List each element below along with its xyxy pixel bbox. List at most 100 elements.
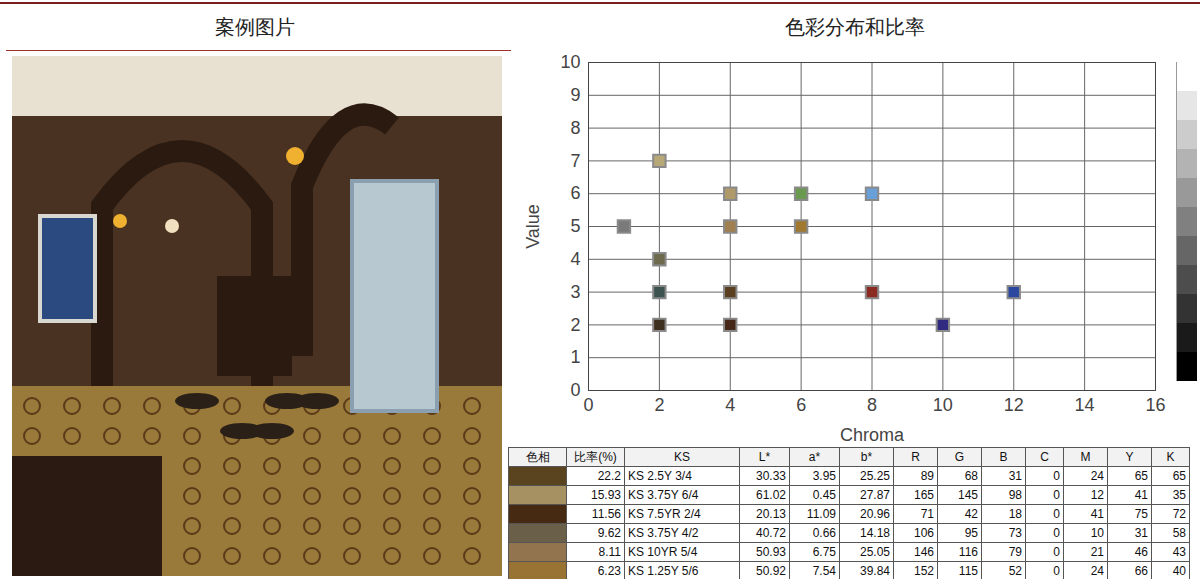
html-text:73: 73 — [1008, 526, 1022, 540]
svg-text:9: 9 — [570, 85, 580, 105]
html-text:41: 41 — [1090, 507, 1104, 521]
html-text:色相: 色相 — [525, 449, 550, 464]
html-text:KS 1.25Y 5/6: KS 1.25Y 5/6 — [628, 564, 699, 578]
svg-text:7: 7 — [570, 151, 580, 171]
html-text:66: 66 — [1134, 564, 1148, 578]
html-text:L*: L* — [758, 450, 771, 464]
html-text:21: 21 — [1090, 545, 1104, 559]
html-text:35: 35 — [1172, 488, 1186, 502]
html-text:24: 24 — [1090, 469, 1104, 483]
svg-text:10: 10 — [933, 395, 953, 415]
html-text:14.18: 14.18 — [860, 526, 890, 540]
html-text:比率(%): 比率(%) — [574, 449, 617, 464]
svg-text:5: 5 — [570, 216, 580, 236]
html-text:18: 18 — [1008, 507, 1022, 521]
svg-text:0: 0 — [583, 395, 593, 415]
html-text:58: 58 — [1172, 526, 1186, 540]
html-text:色彩分布和比率: 色彩分布和比率 — [785, 15, 925, 39]
html-text:115: 115 — [958, 564, 978, 578]
html-text:KS: KS — [674, 450, 690, 464]
html-text:B: B — [999, 450, 1008, 464]
svg-text:Chroma: Chroma — [840, 425, 905, 445]
html-text:50.93: 50.93 — [756, 545, 786, 559]
html-text:KS 7.5YR 2/4: KS 7.5YR 2/4 — [628, 507, 701, 521]
html-text:146: 146 — [914, 545, 934, 559]
html-text:M: M — [1080, 450, 1091, 464]
svg-text:1: 1 — [570, 347, 580, 367]
html-text:25.05: 25.05 — [860, 545, 890, 559]
svg-text:6: 6 — [796, 395, 806, 415]
html-text:15.93: 15.93 — [591, 488, 621, 502]
svg-text:16: 16 — [1145, 395, 1165, 415]
html-text:65: 65 — [1172, 469, 1186, 483]
svg-text:4: 4 — [725, 395, 735, 415]
svg-text:2: 2 — [570, 315, 580, 335]
html-text:11.56: 11.56 — [591, 507, 621, 521]
html-text:0.45: 0.45 — [812, 488, 836, 502]
html-text:20.13: 20.13 — [756, 507, 786, 521]
html-text:8.11: 8.11 — [598, 545, 621, 559]
html-text:79: 79 — [1008, 545, 1022, 559]
html-text:30.33: 30.33 — [756, 469, 786, 483]
html-text:案例图片: 案例图片 — [215, 15, 295, 39]
html-text:106: 106 — [914, 526, 934, 540]
html-text:52: 52 — [1008, 564, 1022, 578]
html-text:a*: a* — [808, 450, 821, 464]
html-text:116: 116 — [958, 545, 978, 559]
html-text:42: 42 — [964, 507, 978, 521]
svg-text:12: 12 — [1004, 395, 1024, 415]
html-text:165: 165 — [914, 488, 934, 502]
html-text:43: 43 — [1172, 545, 1186, 559]
html-text:75: 75 — [1134, 507, 1148, 521]
svg-text:8: 8 — [867, 395, 877, 415]
svg-text:3: 3 — [570, 282, 580, 302]
html-text:31: 31 — [1008, 469, 1022, 483]
html-text:12: 12 — [1090, 488, 1104, 502]
html-text:25.25: 25.25 — [860, 469, 890, 483]
html-text:50.92: 50.92 — [756, 564, 786, 578]
html-text:KS 3.75Y 4/2: KS 3.75Y 4/2 — [628, 526, 699, 540]
html-text:72: 72 — [1172, 507, 1186, 521]
html-text:6.23: 6.23 — [597, 564, 621, 578]
html-text:152: 152 — [914, 564, 934, 578]
html-text:11.09: 11.09 — [806, 507, 836, 521]
html-text:61.02: 61.02 — [756, 488, 786, 502]
html-text:65: 65 — [1134, 469, 1148, 483]
svg-text:14: 14 — [1075, 395, 1095, 415]
html-text:98: 98 — [1008, 488, 1022, 502]
svg-text:4: 4 — [570, 249, 580, 269]
html-text:89: 89 — [920, 469, 934, 483]
svg-text:2: 2 — [654, 395, 664, 415]
html-text:68: 68 — [964, 469, 978, 483]
html-text:7.54: 7.54 — [812, 564, 836, 578]
html-text:71: 71 — [920, 507, 934, 521]
html-text:31: 31 — [1134, 526, 1148, 540]
svg-text:8: 8 — [570, 118, 580, 138]
html-text:22.2: 22.2 — [597, 469, 621, 483]
html-text:0.66: 0.66 — [812, 526, 836, 540]
html-text:46: 46 — [1134, 545, 1148, 559]
html-text:41: 41 — [1134, 488, 1148, 502]
html-text:24: 24 — [1090, 564, 1104, 578]
svg-text:0: 0 — [570, 380, 580, 400]
html-text:145: 145 — [958, 488, 978, 502]
html-text:3.95: 3.95 — [812, 469, 836, 483]
html-text:40: 40 — [1172, 564, 1186, 578]
html-text:6.75: 6.75 — [812, 545, 836, 559]
svg-text:6: 6 — [570, 183, 580, 203]
html-text:10: 10 — [1090, 526, 1104, 540]
html-text:9.62: 9.62 — [597, 526, 621, 540]
html-text:40.72: 40.72 — [756, 526, 786, 540]
html-text:95: 95 — [964, 526, 978, 540]
html-text:KS 10YR 5/4: KS 10YR 5/4 — [628, 545, 698, 559]
html-text:39.84: 39.84 — [860, 564, 890, 578]
html-text:G: G — [954, 450, 965, 464]
html-text:KS 2.5Y 3/4: KS 2.5Y 3/4 — [628, 469, 692, 483]
svg-text:10: 10 — [560, 52, 580, 72]
html-text:R: R — [911, 450, 920, 464]
html-text:KS 3.75Y 6/4: KS 3.75Y 6/4 — [628, 488, 699, 502]
html-text:27.87: 27.87 — [860, 488, 890, 502]
html-text:20.96: 20.96 — [860, 507, 890, 521]
html-text:b*: b* — [860, 450, 873, 464]
svg-text:Value: Value — [523, 204, 543, 249]
